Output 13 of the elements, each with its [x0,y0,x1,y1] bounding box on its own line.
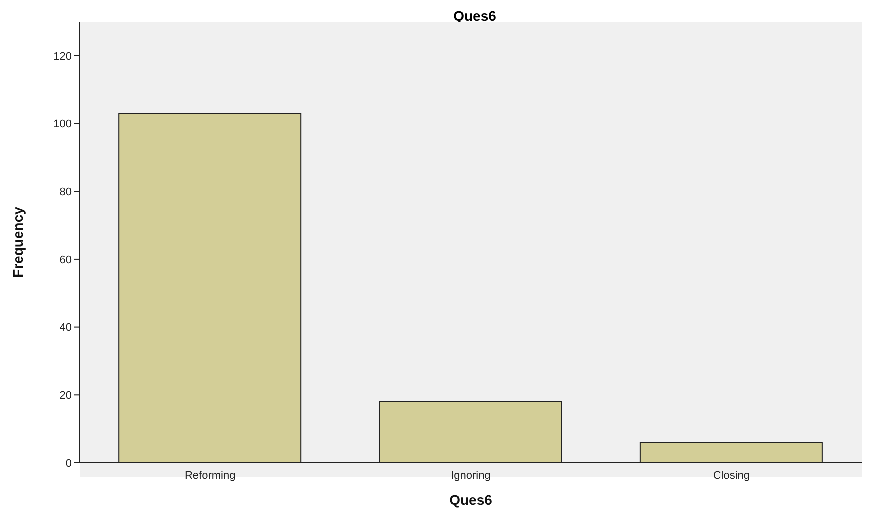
y-tick-label: 0 [66,458,72,470]
x-tick-label: Closing [713,470,750,482]
x-tick-label: Reforming [184,470,236,482]
y-tick-label: 80 [60,186,72,199]
y-tick-label: 60 [60,254,72,266]
y-tick-label: 40 [60,322,72,334]
x-axis-title: Ques6 [450,492,493,508]
x-tick-label: Ignoring [451,470,491,482]
y-tick-label: 120 [54,50,72,63]
y-tick-label: 20 [60,390,72,402]
y-axis-title: Frequency [10,206,26,278]
chart-title: Ques6 [452,8,498,24]
y-tick-label: 100 [54,118,72,131]
